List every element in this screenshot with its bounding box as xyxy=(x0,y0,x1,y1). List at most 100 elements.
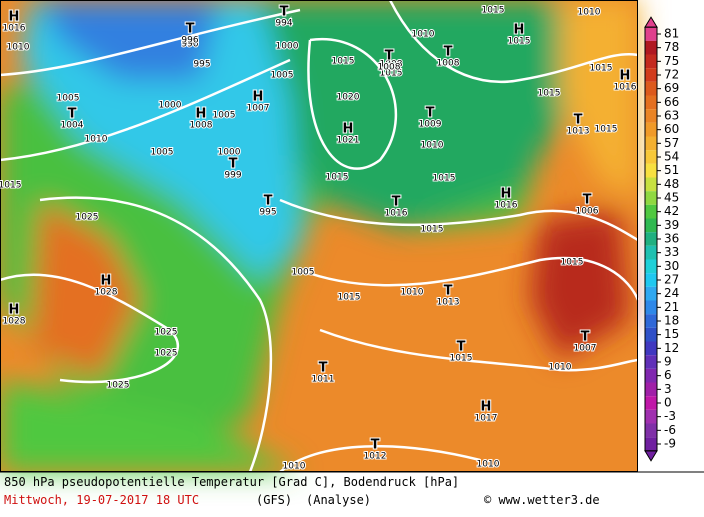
colorbar-swatch xyxy=(645,368,657,383)
pressure-center-value: 1016 xyxy=(385,209,408,219)
pressure-center-symbol: H xyxy=(196,107,207,122)
isobar-label: 1010 xyxy=(477,460,500,470)
pressure-center-symbol: T xyxy=(186,22,195,37)
colorbar-label: 63 xyxy=(664,109,679,123)
colorbar-cap-bottom xyxy=(644,450,658,462)
pressure-center-value: 1008 xyxy=(190,121,213,131)
colorbar-swatch xyxy=(645,396,657,410)
pressure-center-symbol: H xyxy=(9,10,20,25)
colorbar-label: -6 xyxy=(664,423,676,437)
pressure-center-symbol: H xyxy=(481,400,492,415)
pressure-center-value: 1006 xyxy=(576,207,599,217)
colorbar-swatch xyxy=(645,81,657,96)
colorbar-label: 60 xyxy=(664,122,679,136)
pressure-center-symbol: H xyxy=(101,274,112,289)
pressure-center-symbol: T xyxy=(68,107,77,122)
pressure-center-symbol: T xyxy=(280,5,289,20)
pressure-center-symbol: T xyxy=(319,361,328,376)
isobar-label: 1015 xyxy=(595,125,618,135)
colorbar-swatch xyxy=(645,437,657,451)
colorbar-label: 0 xyxy=(664,396,672,410)
footer-date: Mittwoch, 19-07-2017 18 UTC xyxy=(4,493,199,507)
pressure-center-symbol: T xyxy=(581,330,590,345)
pressure-center-value: 1007 xyxy=(247,104,270,114)
pressure-center-symbol: T xyxy=(444,45,453,60)
colorbar-swatch xyxy=(645,68,657,82)
pressure-center-symbol: H xyxy=(9,303,20,318)
pressure-center-value: 1013 xyxy=(567,127,590,137)
isobar-label: 1025 xyxy=(155,349,178,359)
colorbar-swatch xyxy=(645,300,657,315)
colorbar-swatch xyxy=(645,355,657,369)
isobar-label: 1015 xyxy=(421,225,444,235)
isobar-label: 1010 xyxy=(401,288,424,298)
isobar-label: 1025 xyxy=(155,328,178,338)
pressure-center-value: 996 xyxy=(181,36,198,46)
isobar-label: 1025 xyxy=(76,213,99,223)
pressure-center-value: 1016 xyxy=(3,24,26,34)
map-background xyxy=(0,0,640,473)
isobar-label: 1005 xyxy=(271,71,294,81)
colorbar-swatch xyxy=(645,218,657,233)
footer-title: 850 hPa pseudopotentielle Temperatur [Gr… xyxy=(4,475,459,489)
pressure-center-symbol: T xyxy=(229,157,238,172)
isobar-label: 1010 xyxy=(283,462,306,472)
colorbar-label: 9 xyxy=(664,355,672,369)
pressure-center-value: 999 xyxy=(224,171,241,181)
pressure-center-symbol: T xyxy=(426,106,435,121)
colorbar-label: 30 xyxy=(664,259,679,273)
pressure-center-symbol: T xyxy=(457,340,466,355)
colorbar-swatch xyxy=(645,341,657,356)
isobar-label: 1010 xyxy=(412,30,435,40)
colorbar-swatch xyxy=(645,273,657,287)
colorbar-label: -9 xyxy=(664,437,676,451)
colorbar-label: 15 xyxy=(664,327,679,341)
colorbar-label: 27 xyxy=(664,273,679,287)
colorbar-swatch xyxy=(645,423,657,438)
colorbar-swatch xyxy=(645,204,657,219)
pressure-center-symbol: T xyxy=(444,284,453,299)
isobar-label: 1025 xyxy=(107,381,130,391)
colorbar-label: -3 xyxy=(664,409,676,423)
colorbar-cap-top xyxy=(644,16,658,28)
colorbar-label: 36 xyxy=(664,232,679,246)
isobar-label: 1015 xyxy=(380,69,403,79)
colorbar-label: 51 xyxy=(664,163,679,177)
colorbar-label: 3 xyxy=(664,382,672,396)
pressure-center-value: 1021 xyxy=(337,136,360,146)
isobar-label: 1015 xyxy=(561,258,584,268)
colorbar-swatch xyxy=(645,109,657,123)
isobar-label: 1015 xyxy=(338,293,361,303)
pressure-center-value: 1013 xyxy=(437,298,460,308)
colorbar-label: 81 xyxy=(664,27,679,41)
isobar-label: 1015 xyxy=(332,57,355,67)
isobar-label: 1020 xyxy=(337,93,360,103)
colorbar-label: 39 xyxy=(664,218,679,232)
pressure-center-symbol: H xyxy=(253,90,264,105)
pressure-center-value: 1012 xyxy=(364,452,387,462)
colorbar-label: 66 xyxy=(664,95,679,109)
pressure-center-value: 995 xyxy=(259,208,276,218)
colorbar-swatch xyxy=(645,40,657,55)
colorbar-frame xyxy=(644,26,658,452)
pressure-center-value: 1016 xyxy=(495,201,518,211)
colorbar-swatch xyxy=(645,245,657,260)
isobar-label: 1015 xyxy=(590,64,613,74)
colorbar-swatch xyxy=(645,382,657,397)
colorbar-label: 18 xyxy=(664,314,679,328)
colorbar-label: 33 xyxy=(664,245,679,259)
pressure-center-symbol: H xyxy=(620,69,631,84)
footer: 850 hPa pseudopotentielle Temperatur [Gr… xyxy=(0,471,704,507)
isobar-label: 1005 xyxy=(213,111,236,121)
pressure-center-value: 1016 xyxy=(614,83,637,93)
colorbar-swatch xyxy=(645,177,657,192)
pressure-center-symbol: T xyxy=(392,195,401,210)
colorbar-swatch xyxy=(645,327,657,342)
pressure-center-symbol: T xyxy=(371,438,380,453)
footer-model: (GFS) xyxy=(256,493,292,507)
colorbar-label: 72 xyxy=(664,68,679,82)
isobar-label: 1005 xyxy=(57,94,80,104)
isobar-label: 1015 xyxy=(433,174,456,184)
isobar-label: 1000 xyxy=(218,148,241,158)
